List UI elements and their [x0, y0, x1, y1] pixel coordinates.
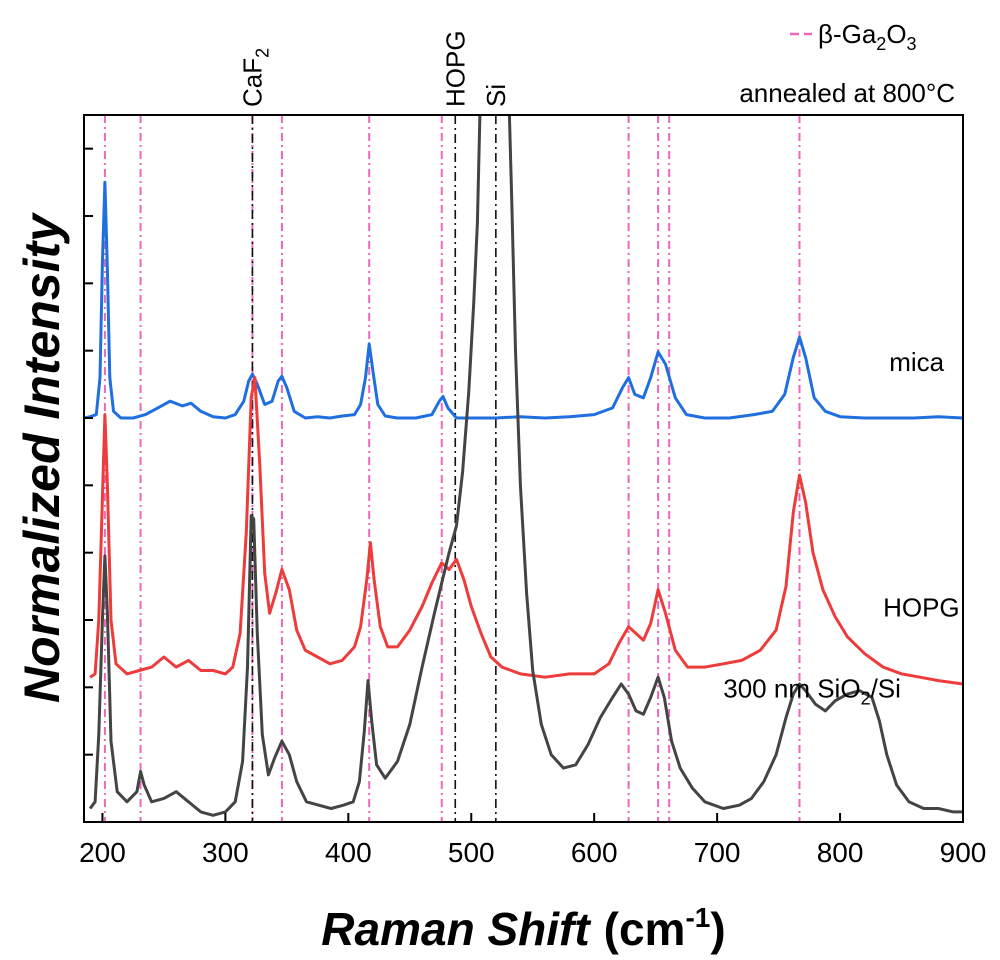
series-line: [507, 115, 963, 814]
series-label: 300 nm SiO2/Si: [723, 673, 901, 708]
x-tick-label: 400: [325, 837, 372, 868]
series-line: [84, 180, 963, 420]
x-tick-label: 500: [448, 837, 495, 868]
x-tick-label: 900: [940, 837, 987, 868]
y-axis-ticks: [84, 147, 93, 823]
x-tick-label: 200: [79, 837, 126, 868]
x-axis-ticks: 200 300 400 500 600 700 800 900: [79, 813, 986, 868]
x-tick-label: 800: [817, 837, 864, 868]
x-tick-label: 600: [571, 837, 618, 868]
corner-annotation: annealed at 800°C: [739, 78, 955, 108]
y-axis-title: Normalized Intensity: [14, 212, 70, 703]
x-tick-label: 700: [694, 837, 741, 868]
reference-label: HOPG: [440, 30, 470, 107]
series-label: mica: [889, 347, 944, 377]
reference-label: CaF2: [237, 48, 272, 107]
labels-group: mica HOPG 300 nm SiO2/Si CaF2 HOPG Si: [237, 30, 959, 708]
series-line: [88, 115, 482, 817]
reference-label: Si: [481, 84, 511, 107]
x-axis-title: Raman Shift (cm-1): [321, 902, 725, 955]
x-tick-label: 300: [202, 837, 249, 868]
series-group: [84, 115, 963, 817]
legend-label: β-Ga2O3: [818, 19, 917, 54]
legend: β-Ga2O3: [790, 19, 917, 54]
series-line: [89, 376, 963, 686]
series-label: HOPG: [883, 593, 960, 623]
plot-frame: [83, 114, 964, 823]
reference-lines-group: [103, 115, 801, 822]
